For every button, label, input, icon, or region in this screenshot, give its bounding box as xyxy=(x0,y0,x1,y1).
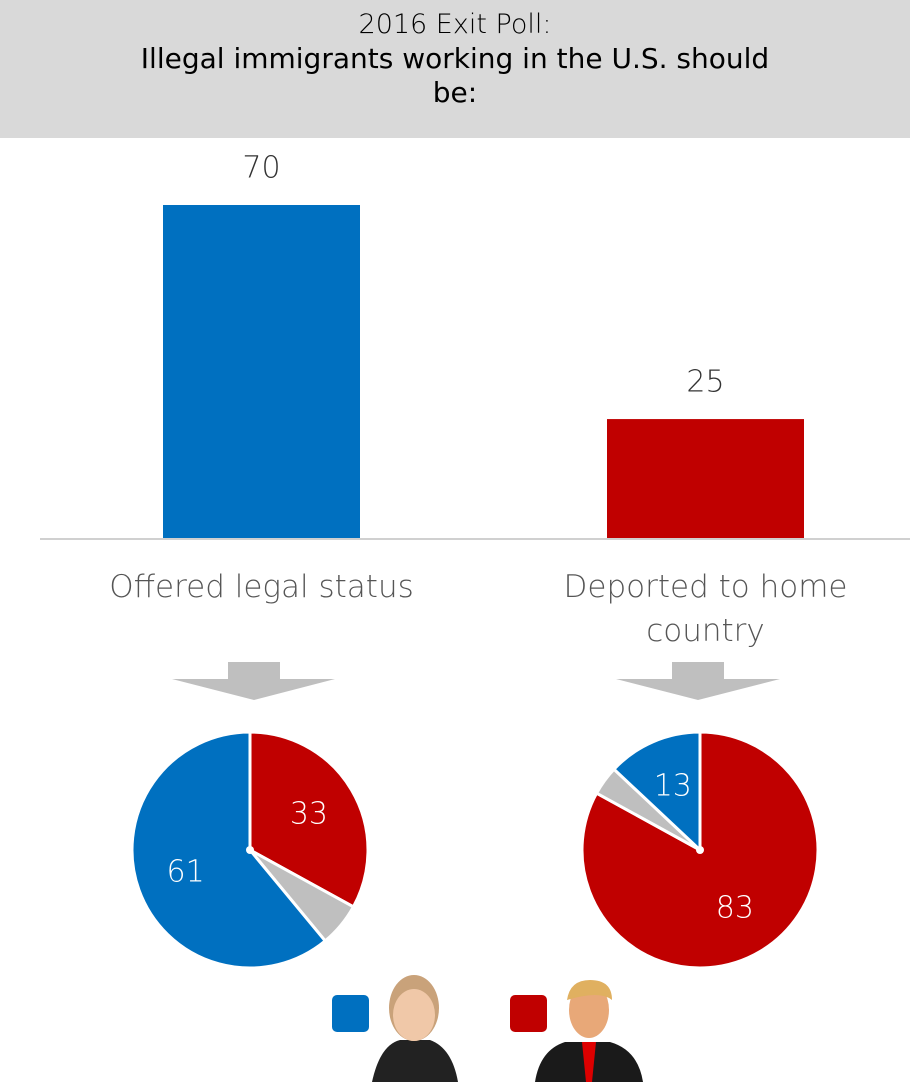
bar xyxy=(607,419,804,538)
legend-swatch xyxy=(510,995,547,1032)
pie-center xyxy=(246,846,254,854)
trump-photo xyxy=(535,980,643,1082)
data-label: 25 xyxy=(686,365,724,400)
chart-subtitle: Illegal immigrants working in the U.S. s… xyxy=(140,42,770,109)
chart-title: 2016 Exit Poll: xyxy=(358,9,552,40)
legend-swatch xyxy=(332,995,369,1032)
pie-center xyxy=(696,846,704,854)
arrow xyxy=(172,662,335,700)
data-label: 83 xyxy=(716,890,754,925)
arrow xyxy=(616,662,780,700)
bar xyxy=(163,205,360,538)
data-label: 70 xyxy=(242,151,280,186)
pie-slice xyxy=(130,730,328,970)
clinton-photo xyxy=(372,975,458,1082)
pie-slice xyxy=(611,730,702,854)
x-tick-label: Offered legal status xyxy=(109,569,414,605)
data-label: 61 xyxy=(167,855,205,890)
data-label: 33 xyxy=(290,797,328,832)
header: 2016 Exit Poll: Illegal immigrants worki… xyxy=(0,0,910,138)
x-tick-label: Deported to home country xyxy=(563,569,848,649)
pie-slice xyxy=(248,730,370,909)
data-label: 13 xyxy=(654,769,692,804)
